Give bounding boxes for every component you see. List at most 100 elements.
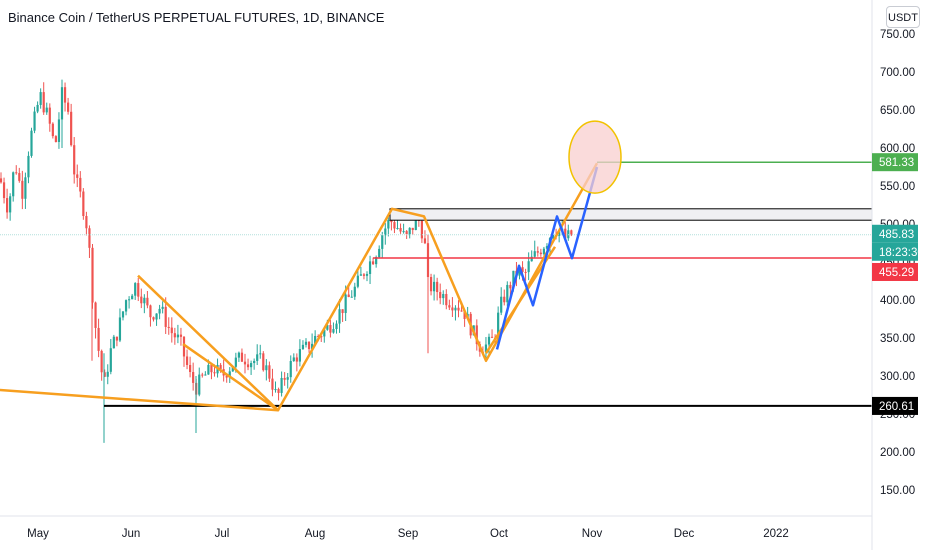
candle-body [503, 296, 506, 303]
y-tick-label: 400.00 [880, 295, 915, 307]
x-axis: May Jun Jul Aug Sep Oct Nov Dec 2022 [0, 515, 872, 540]
candle-body [527, 261, 530, 273]
candle-body [350, 296, 353, 298]
candle-body [314, 335, 317, 344]
candle-body [253, 360, 256, 364]
candle-body [33, 111, 36, 131]
candle-body [103, 372, 106, 377]
chart-title: Binance Coin / TetherUS PERPETUAL FUTURE… [8, 10, 385, 25]
candle-body [155, 313, 158, 320]
candle-body [518, 267, 521, 276]
candle-body [82, 191, 85, 216]
candle-body [85, 215, 88, 229]
candle-body [158, 308, 161, 314]
candle-body [396, 227, 399, 229]
candle-body [390, 220, 393, 223]
candle-body [79, 177, 82, 192]
x-tick-label: Jul [215, 528, 230, 540]
candle-body [6, 198, 9, 213]
candle-body [368, 261, 372, 274]
currency-unit-button[interactable]: USDT [886, 6, 920, 28]
candle-body [298, 349, 301, 362]
candle-body [445, 293, 448, 306]
candle-body [277, 389, 280, 393]
candle-body [182, 336, 186, 357]
candle-body [408, 227, 411, 235]
candle-body [185, 356, 189, 365]
price-label-box [872, 242, 918, 261]
candle-body [359, 274, 362, 276]
candle-body [271, 378, 274, 390]
candle-body [24, 177, 27, 199]
y-tick-label: 550.00 [880, 181, 915, 193]
candle-body [243, 361, 247, 365]
candle-body [341, 309, 344, 314]
candle-body [225, 375, 228, 378]
candle-body [344, 294, 347, 314]
candle-body [70, 111, 73, 146]
candle-body [292, 357, 295, 362]
candle-body [378, 248, 381, 258]
candle-body [173, 333, 176, 338]
candle-body [521, 267, 524, 272]
candle-body [353, 286, 356, 297]
candle-body [500, 296, 503, 313]
candle-body [256, 354, 259, 361]
candle-body [448, 305, 451, 308]
candle-body [295, 357, 298, 362]
y-tick-label: 350.00 [880, 333, 915, 345]
candle-body [329, 325, 332, 333]
candle-body [311, 343, 314, 350]
candle-body [326, 325, 329, 330]
candle-body [189, 364, 192, 372]
candle-body [533, 251, 536, 257]
price-label-text: 18:23:30 [879, 247, 924, 259]
candle-body [143, 297, 146, 304]
candle-body [372, 261, 375, 265]
candle-body [231, 366, 234, 372]
candle-body [439, 292, 442, 299]
candle-body [564, 228, 567, 239]
candle-body [307, 341, 311, 350]
candle-body [280, 377, 283, 393]
candle-body [393, 222, 396, 229]
candle-body [134, 283, 137, 296]
candle-body [121, 311, 125, 318]
candle-body [140, 296, 143, 304]
candle-body [436, 281, 439, 293]
candle-body [149, 305, 152, 318]
candle-body [347, 294, 350, 298]
candle-body [542, 248, 545, 255]
candle-body [2, 182, 6, 199]
candle-body [283, 377, 286, 380]
candle-body [460, 310, 463, 312]
candle-body [18, 173, 21, 181]
candle-body [304, 341, 308, 345]
candle-body [0, 178, 3, 183]
y-tick-label: 650.00 [880, 105, 915, 117]
candle-body [475, 325, 478, 345]
candle-body [54, 136, 57, 142]
candle-body [152, 317, 155, 320]
candle-body [240, 352, 244, 362]
candle-body [381, 235, 384, 249]
candle-body [167, 326, 170, 328]
x-tick-label: Nov [582, 528, 603, 540]
candle-body [558, 230, 561, 236]
orange-zigzag-pattern [0, 162, 599, 412]
candle-body [338, 309, 341, 324]
y-tick-label: 200.00 [880, 447, 915, 459]
candle-body [88, 228, 91, 248]
candle-body [365, 273, 369, 276]
drawings [0, 120, 873, 412]
candle-body [21, 180, 24, 199]
candle-body [9, 196, 12, 213]
candle-body [210, 364, 213, 373]
candle-body [332, 329, 335, 333]
candle-body [301, 344, 305, 350]
candle-body [454, 307, 457, 311]
candle-body [487, 336, 491, 345]
candle-body [15, 172, 18, 174]
x-tick-label: Dec [674, 528, 695, 540]
